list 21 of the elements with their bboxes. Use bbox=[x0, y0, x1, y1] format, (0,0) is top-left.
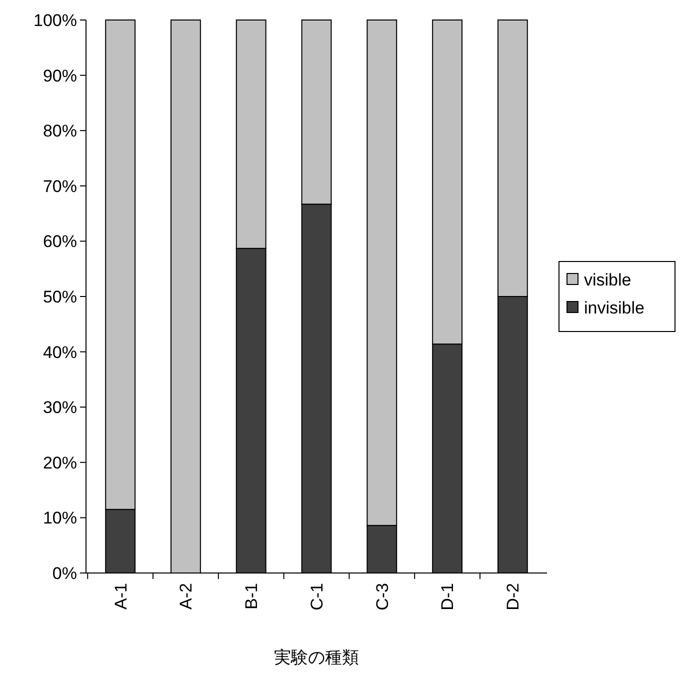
x-tick-label: C-3 bbox=[372, 583, 392, 610]
x-tick-label: C-1 bbox=[307, 583, 326, 610]
x-tick-label: D-2 bbox=[504, 583, 523, 610]
x-tick-label: D-1 bbox=[438, 583, 458, 610]
y-tick-label: 20% bbox=[42, 453, 77, 472]
x-tick-label: A-1 bbox=[111, 583, 130, 610]
x-tick-label: A-2 bbox=[176, 583, 196, 610]
x-axis-title: 実験の種類 bbox=[274, 648, 359, 667]
x-tick-label: B-1 bbox=[242, 583, 262, 610]
y-tick-label: 40% bbox=[42, 342, 77, 362]
y-tick-label: 70% bbox=[42, 176, 77, 196]
y-tick-label: 0% bbox=[52, 564, 77, 583]
y-tick-label: 80% bbox=[42, 122, 77, 141]
y-tick-label: 60% bbox=[42, 232, 77, 252]
y-tick-label: 30% bbox=[42, 398, 77, 418]
legend-label: invisible bbox=[584, 298, 644, 318]
y-tick-label: 10% bbox=[42, 508, 77, 528]
y-tick-label: 100% bbox=[34, 10, 77, 30]
y-tick-label: 50% bbox=[42, 287, 77, 306]
y-tick-label: 90% bbox=[42, 66, 77, 86]
legend-label: visible bbox=[584, 270, 632, 290]
